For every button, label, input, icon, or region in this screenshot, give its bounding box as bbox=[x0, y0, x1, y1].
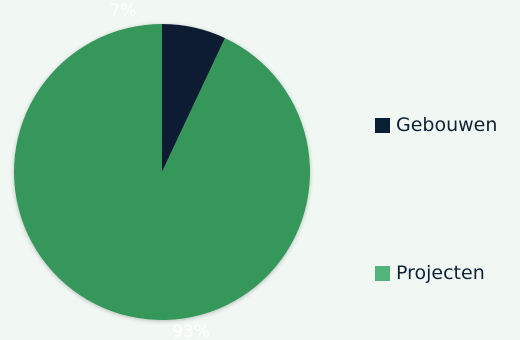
pie-slice-projecten bbox=[14, 24, 311, 321]
legend-label-projecten: Projecten bbox=[396, 262, 485, 284]
legend-item-projecten: Projecten bbox=[375, 262, 485, 284]
legend-label-gebouwen: Gebouwen bbox=[396, 114, 498, 136]
pie-slice-gebouwen bbox=[162, 24, 226, 172]
legend-swatch-gebouwen bbox=[375, 117, 390, 133]
pie-value-label-projecten: 93% bbox=[172, 322, 210, 340]
legend-swatch-projecten bbox=[375, 265, 390, 281]
pie-value-label-gebouwen: 7% bbox=[110, 1, 137, 21]
legend-item-gebouwen: Gebouwen bbox=[375, 114, 497, 136]
